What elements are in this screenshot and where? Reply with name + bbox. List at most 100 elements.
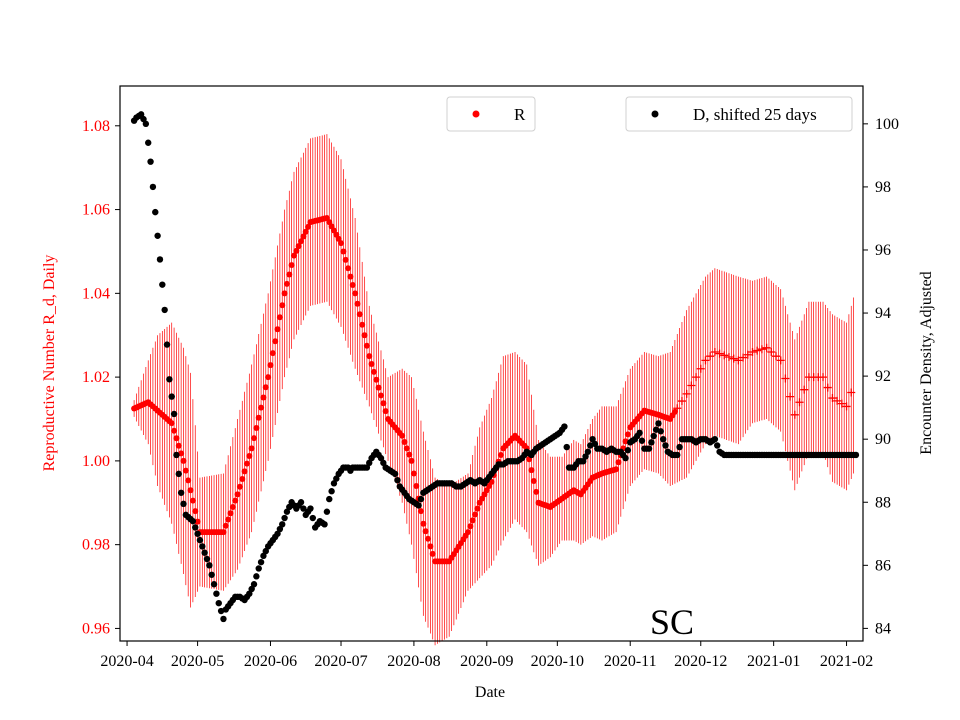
d-point <box>363 464 371 471</box>
d-point <box>206 562 213 569</box>
r-point <box>185 477 192 484</box>
d-point <box>328 488 335 495</box>
r-point <box>265 374 272 381</box>
d-point <box>180 500 187 508</box>
d-point <box>147 158 154 165</box>
r-point <box>837 399 846 408</box>
r-point <box>823 383 832 392</box>
r-point <box>710 347 719 356</box>
d-point <box>210 581 218 588</box>
r-point <box>701 356 710 365</box>
d-point <box>281 514 288 522</box>
d-point <box>380 459 387 467</box>
r-point <box>189 497 196 504</box>
d-point <box>582 453 589 460</box>
r-point <box>243 460 250 467</box>
r-point <box>361 332 368 339</box>
r-point <box>790 410 799 419</box>
d-point <box>579 458 587 465</box>
r-point <box>403 445 410 452</box>
left-y-axis-label: Reproductive Number R_d, Daily <box>41 255 58 472</box>
x-tick-label: 2020-07 <box>314 653 367 670</box>
r-point <box>429 550 436 557</box>
d-point <box>662 442 669 449</box>
d-point <box>177 489 185 496</box>
r-point <box>262 384 269 391</box>
r-point <box>178 450 185 457</box>
right-y-tick-label: 96 <box>875 242 891 259</box>
d-point <box>255 565 262 572</box>
r-error-bars <box>133 134 854 646</box>
d-point <box>321 521 328 528</box>
d-point <box>283 508 291 515</box>
d-point <box>391 470 399 478</box>
r-point <box>274 326 281 333</box>
r-point <box>729 354 738 363</box>
r-point <box>241 468 248 475</box>
r-point <box>182 467 189 474</box>
d-point <box>645 445 653 452</box>
legend-r-marker <box>472 110 480 118</box>
d-point <box>377 454 385 462</box>
d-point <box>194 530 201 537</box>
d-point <box>250 581 258 588</box>
r-point <box>615 459 622 466</box>
r-point <box>239 476 246 483</box>
d-point <box>262 547 269 555</box>
d-point <box>330 480 338 487</box>
r-point <box>180 457 187 464</box>
state-annotation: SC <box>650 602 694 642</box>
r-point <box>671 408 678 415</box>
d-point <box>655 420 662 427</box>
r-point <box>194 518 201 525</box>
d-point <box>589 435 596 443</box>
r-point <box>720 351 729 360</box>
r-point <box>269 350 276 357</box>
d-point <box>170 410 178 418</box>
r-point <box>246 453 253 459</box>
d-point <box>648 439 655 446</box>
r-point <box>272 338 279 345</box>
r-point <box>227 510 234 517</box>
r-point <box>359 321 366 328</box>
r-point <box>767 347 776 356</box>
r-point <box>467 523 474 530</box>
d-point <box>711 435 719 443</box>
r-point <box>743 350 752 359</box>
r-point <box>267 362 274 369</box>
r-point <box>366 353 373 360</box>
r-point <box>342 256 349 263</box>
d-point <box>149 183 157 191</box>
r-point <box>302 228 309 235</box>
r-point <box>354 300 361 307</box>
d-point <box>166 376 173 383</box>
d-point <box>852 451 860 459</box>
d-point <box>199 543 206 550</box>
r-point <box>472 511 479 518</box>
r-point <box>352 290 359 297</box>
left-y-tick-label: 1.02 <box>82 369 110 386</box>
r-point <box>425 535 432 542</box>
r-point <box>251 435 258 442</box>
r-point <box>293 247 300 254</box>
r-point <box>375 384 382 391</box>
left-y-tick-label: 0.98 <box>82 537 110 554</box>
x-tick-label: 2020-08 <box>387 653 440 670</box>
right-y-tick-label: 98 <box>875 179 891 196</box>
x-axis-label: Date <box>475 684 505 701</box>
legend-d-marker <box>651 110 659 118</box>
r-point <box>488 478 495 485</box>
r-point <box>370 368 377 375</box>
r-point <box>253 424 260 431</box>
d-point <box>196 536 204 544</box>
r-point <box>173 435 180 442</box>
legend-d-box <box>625 96 853 132</box>
r-point <box>622 438 629 445</box>
r-point <box>819 373 828 382</box>
right-y-tick-label: 94 <box>875 305 891 322</box>
r-point <box>406 451 413 458</box>
d-point <box>253 573 260 580</box>
r-point <box>687 381 696 390</box>
d-point <box>145 139 152 146</box>
